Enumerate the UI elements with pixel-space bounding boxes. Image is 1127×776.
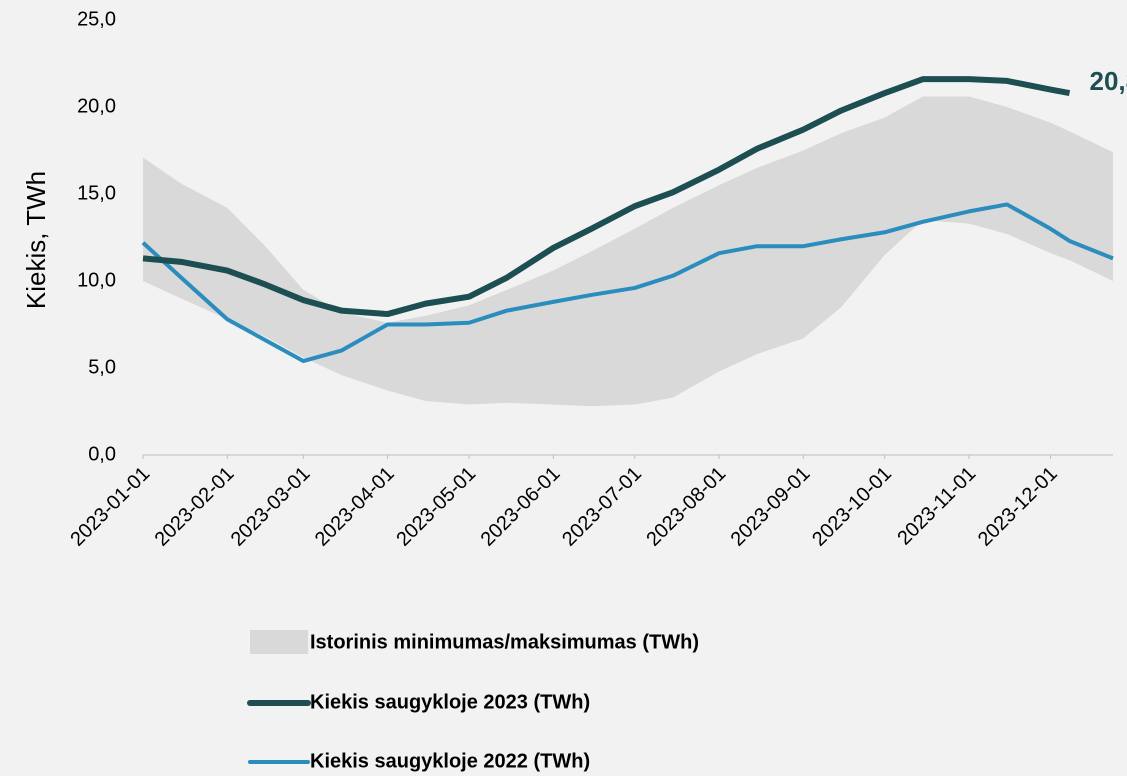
legend-label: Istorinis minimumas/maksimumas (TWh) [310, 631, 699, 653]
x-tick-label: 2023-01-01 [66, 463, 154, 551]
min-max-band [143, 96, 1113, 407]
y-tick-label: 25,0 [77, 8, 116, 30]
x-tick-label: 2023-03-01 [227, 463, 315, 551]
y-tick-label: 20,0 [77, 95, 116, 117]
x-tick-label: 2023-12-01 [974, 463, 1062, 551]
x-tick-label: 2023-02-01 [151, 463, 239, 551]
series-line [141, 202, 1114, 364]
y-tick-label: 5,0 [88, 356, 116, 378]
y-tick-label: 10,0 [77, 269, 116, 291]
series-line [142, 76, 1071, 318]
data-label: 20,8 [1090, 66, 1127, 96]
x-tick-label: 2023-05-01 [392, 463, 480, 551]
legend-swatch [250, 630, 308, 654]
x-tick-label: 2023-07-01 [558, 463, 646, 551]
legend-label: Kiekis saugykloje 2022 (TWh) [310, 750, 590, 772]
y-tick-label: 0,0 [88, 443, 116, 465]
x-tick-label: 2023-04-01 [311, 463, 399, 551]
y-tick-label: 15,0 [77, 182, 116, 204]
x-tick-label: 2023-09-01 [727, 463, 815, 551]
legend-label: Kiekis saugykloje 2023 (TWh) [310, 691, 590, 713]
y-axis-label: Kiekis, TWh [21, 171, 51, 309]
x-tick-label: 2023-11-01 [893, 463, 980, 550]
x-tick-label: 2023-08-01 [642, 463, 730, 551]
x-tick-label: 2023-10-01 [808, 463, 896, 551]
x-tick-label: 2023-06-01 [477, 463, 565, 551]
